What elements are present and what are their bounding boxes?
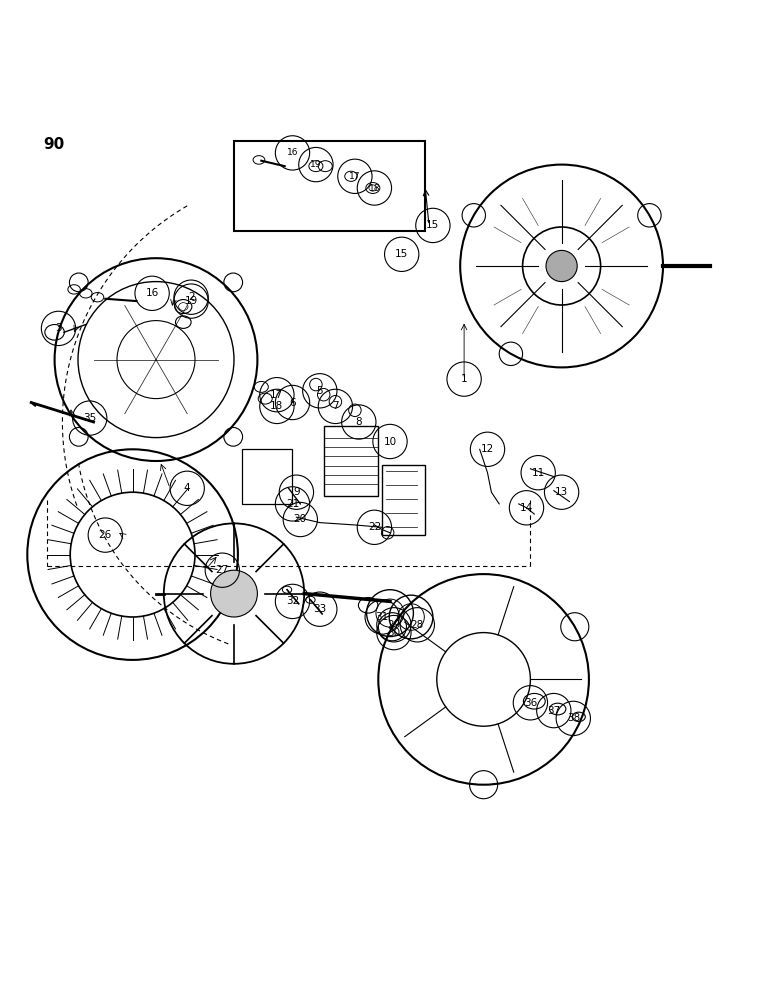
Text: 16: 16 [287, 148, 298, 157]
Text: 9: 9 [293, 487, 300, 497]
Text: 31: 31 [376, 612, 388, 622]
Text: 18: 18 [271, 401, 283, 411]
Text: 4: 4 [184, 483, 190, 493]
Text: 32: 32 [286, 596, 299, 606]
Text: 3: 3 [55, 323, 62, 333]
Text: 29: 29 [388, 620, 400, 630]
Text: 33: 33 [314, 604, 326, 614]
Text: 2: 2 [188, 292, 194, 302]
Text: 8: 8 [356, 417, 362, 427]
Text: 15: 15 [395, 249, 408, 259]
Text: 30: 30 [388, 628, 400, 638]
Text: 6: 6 [289, 397, 296, 408]
Text: 10: 10 [384, 437, 396, 447]
Text: 27: 27 [216, 565, 229, 575]
Text: 20: 20 [294, 514, 307, 524]
Text: 26: 26 [99, 530, 112, 540]
Text: 15: 15 [427, 220, 439, 230]
Text: 36: 36 [524, 698, 537, 708]
Text: 16: 16 [146, 288, 158, 298]
Text: 5: 5 [317, 386, 323, 396]
Bar [234, 141, 425, 231]
Circle shape [211, 570, 257, 617]
Text: 13: 13 [555, 487, 568, 497]
Text: 19: 19 [310, 160, 321, 169]
Text: 17: 17 [349, 172, 360, 181]
Text: 7: 7 [332, 401, 339, 411]
Text: 12: 12 [481, 444, 494, 454]
Text: 19: 19 [185, 296, 197, 306]
Text: 28: 28 [411, 620, 424, 630]
Text: 1: 1 [461, 374, 467, 384]
Text: 37: 37 [548, 706, 560, 716]
Text: 22: 22 [368, 522, 381, 532]
Text: 14: 14 [520, 503, 533, 513]
Text: 21: 21 [286, 499, 299, 509]
Text: 90: 90 [43, 137, 64, 152]
Text: 11: 11 [532, 468, 544, 478]
Text: 35: 35 [83, 413, 96, 423]
Text: 17: 17 [271, 390, 283, 400]
Text: 38: 38 [567, 713, 580, 723]
Circle shape [546, 250, 577, 282]
Text: 18: 18 [369, 184, 380, 193]
